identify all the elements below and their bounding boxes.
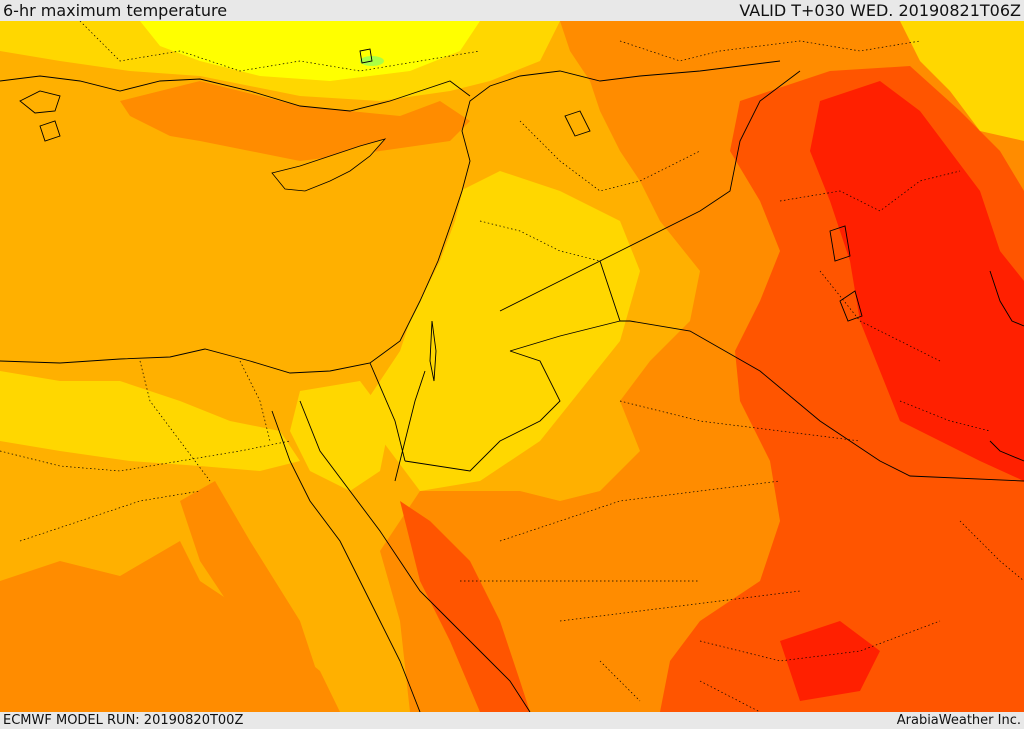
field-red-south xyxy=(780,621,880,701)
field-redorange-sinai xyxy=(400,501,530,712)
field-orange-sw xyxy=(0,541,340,712)
map-header: 6-hr maximum temperature VALID T+030 WED… xyxy=(0,0,1024,21)
field-orange-redsea xyxy=(180,481,330,712)
field-gold-ne xyxy=(900,21,1024,141)
valid-time: VALID T+030 WED. 20190821T06Z xyxy=(739,1,1021,20)
field-gold-sinai xyxy=(290,381,390,491)
field-red xyxy=(810,81,1024,481)
credit-text: ArabiaWeather Inc. xyxy=(896,713,1021,728)
temperature-map xyxy=(0,21,1024,712)
field-gold-egypt xyxy=(0,371,300,471)
coastlines xyxy=(0,48,1024,712)
mediterranean-sea xyxy=(0,81,465,371)
cyprus-island xyxy=(271,138,387,192)
map-title: 6-hr maximum temperature xyxy=(3,1,228,20)
province-borders xyxy=(0,21,1024,712)
country-borders xyxy=(369,70,1024,482)
model-run: ECMWF MODEL RUN: 20190820T00Z xyxy=(3,713,244,728)
map-footer: ECMWF MODEL RUN: 20190820T00Z ArabiaWeat… xyxy=(0,712,1024,729)
